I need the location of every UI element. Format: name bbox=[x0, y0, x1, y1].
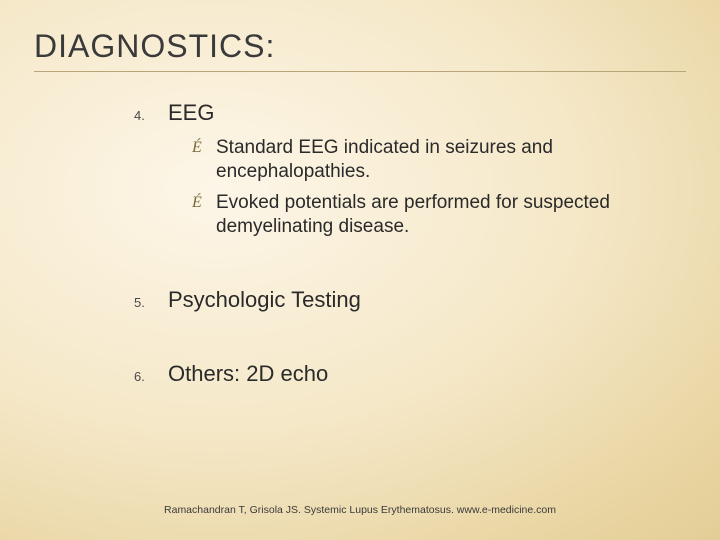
slide-title: DIAGNOSTICS: bbox=[34, 28, 686, 72]
slide-content: 4. EEG É Standard EEG indicated in seizu… bbox=[34, 100, 686, 387]
item-number: 4. bbox=[134, 108, 168, 123]
sub-list: É Standard EEG indicated in seizures and… bbox=[134, 136, 686, 239]
list-item: 4. EEG bbox=[134, 100, 686, 126]
sub-item: É Standard EEG indicated in seizures and… bbox=[192, 136, 686, 185]
item-number: 5. bbox=[134, 295, 168, 310]
item-text: EEG bbox=[168, 100, 214, 126]
list-item: 6. Others: 2D echo bbox=[134, 361, 686, 387]
sub-text: Standard EEG indicated in seizures and e… bbox=[216, 136, 686, 185]
sub-item: É Evoked potentials are performed for su… bbox=[192, 191, 686, 240]
bullet-icon: É bbox=[192, 136, 216, 160]
bullet-icon: É bbox=[192, 191, 216, 215]
sub-text: Evoked potentials are performed for susp… bbox=[216, 191, 686, 240]
list-item: 5. Psychologic Testing bbox=[134, 287, 686, 313]
item-text: Psychologic Testing bbox=[168, 287, 361, 313]
citation: Ramachandran T, Grisola JS. Systemic Lup… bbox=[0, 504, 720, 516]
item-text: Others: 2D echo bbox=[168, 361, 328, 387]
slide: DIAGNOSTICS: 4. EEG É Standard EEG indic… bbox=[0, 0, 720, 540]
item-number: 6. bbox=[134, 369, 168, 384]
